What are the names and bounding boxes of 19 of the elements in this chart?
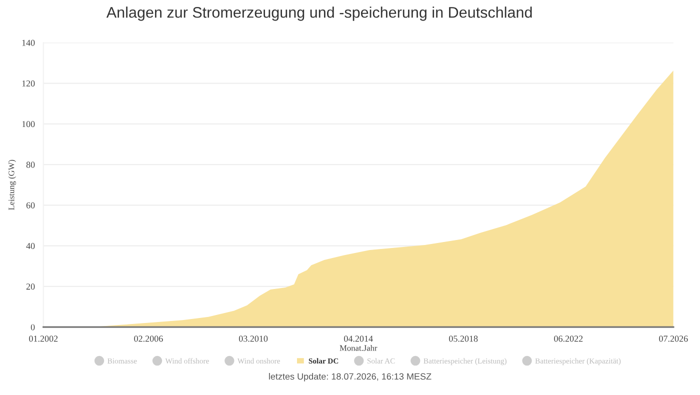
y-tick-label: 120 bbox=[22, 80, 35, 87]
x-tick-label: 04.2014 bbox=[344, 336, 373, 342]
x-tick-label: 05.2018 bbox=[449, 336, 478, 342]
x-tick-label: 07.2026 bbox=[659, 336, 688, 342]
x-tick-label: 06.2022 bbox=[554, 336, 583, 342]
chart-title: Anlagen zur Stromerzeugung und -speicherung in Deutschland bbox=[106, 6, 532, 21]
y-tick-label: 0 bbox=[30, 324, 35, 330]
x-axis-title: Monat.Jahr bbox=[340, 344, 378, 351]
y-tick-label: 80 bbox=[26, 162, 35, 168]
x-tick-label: 02.2006 bbox=[134, 336, 163, 342]
text: letztes Update: 18.07.2026, 16:13 MESZ bbox=[269, 373, 432, 382]
y-tick-label: 20 bbox=[26, 284, 35, 290]
y-axis-title: Leistung (GW) bbox=[8, 160, 16, 210]
y-tick-label: 140 bbox=[22, 40, 35, 46]
y-tick-label: 40 bbox=[26, 242, 35, 250]
y-tick-label: 100 bbox=[22, 121, 35, 128]
x-tick-label: 01.2002 bbox=[29, 336, 58, 342]
y-tick-label: 60 bbox=[26, 202, 35, 208]
x-tick-label: 03.2010 bbox=[238, 336, 268, 342]
